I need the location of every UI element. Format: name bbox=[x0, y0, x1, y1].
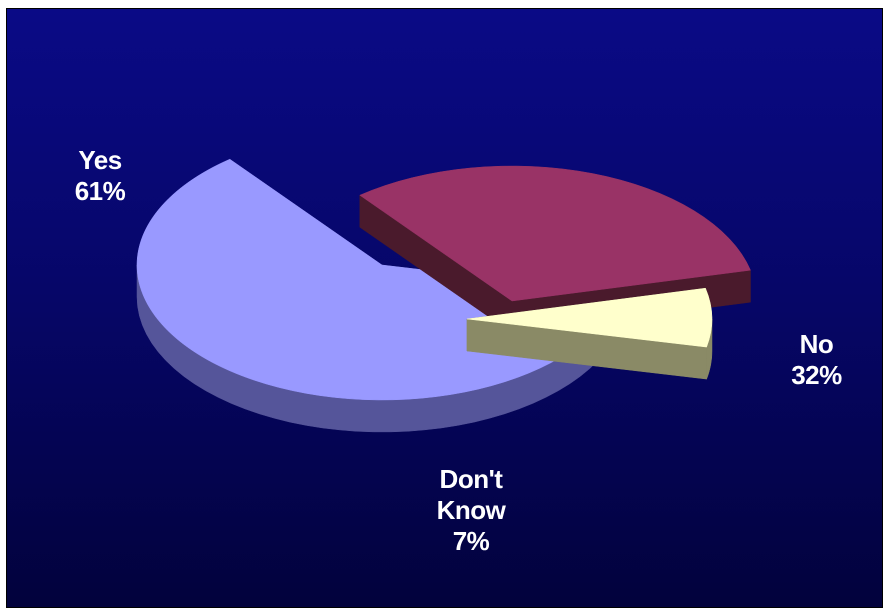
slice-label-no-value: 32% bbox=[791, 360, 842, 390]
slice-label-dont-know-line2: Know bbox=[436, 495, 506, 525]
slice-label-dont-know: Don't Know 7% bbox=[391, 464, 551, 557]
pie-slice-top bbox=[466, 287, 713, 348]
slice-label-no-name: No bbox=[799, 329, 834, 359]
slice-label-yes: Yes 61% bbox=[45, 145, 155, 207]
slice-label-no: No 32% bbox=[769, 329, 864, 391]
slice-label-dont-know-value: 7% bbox=[452, 526, 490, 556]
pie-slice-don-t-know bbox=[466, 287, 713, 380]
pie-chart bbox=[136, 158, 751, 433]
slice-label-yes-name: Yes bbox=[78, 145, 122, 175]
slice-label-yes-value: 61% bbox=[74, 176, 126, 206]
slice-label-dont-know-line1: Don't bbox=[439, 464, 503, 494]
pie-slice-top bbox=[359, 165, 751, 302]
chart-frame: Yes 61% No 32% Don't Know 7% bbox=[6, 8, 883, 608]
